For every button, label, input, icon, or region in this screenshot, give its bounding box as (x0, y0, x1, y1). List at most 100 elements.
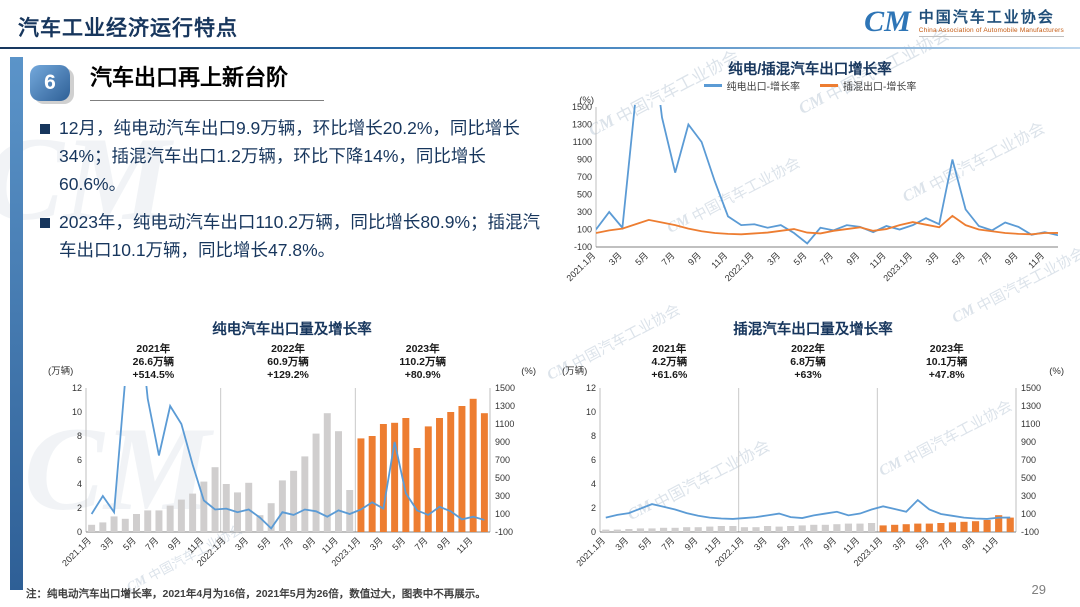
svg-text:0: 0 (77, 527, 82, 537)
svg-text:11月: 11月 (841, 535, 861, 555)
svg-text:9月: 9月 (1003, 250, 1020, 267)
svg-text:-100: -100 (1021, 527, 1039, 537)
svg-text:5月: 5月 (390, 535, 407, 552)
bullet-list: 12月，纯电动汽车出口9.9万辆，环比增长20.2%，同比增长34%；插混汽车出… (40, 114, 548, 274)
svg-text:700: 700 (1021, 455, 1036, 465)
logo-org-cn: 中国汽车工业协会 (918, 9, 1055, 26)
svg-text:-100: -100 (574, 242, 592, 252)
svg-text:5月: 5月 (950, 250, 967, 267)
svg-text:2021.1月: 2021.1月 (574, 535, 607, 568)
svg-text:9月: 9月 (166, 535, 183, 552)
svg-text:4: 4 (591, 479, 596, 489)
svg-text:5月: 5月 (633, 250, 650, 267)
svg-text:900: 900 (577, 155, 592, 165)
legend-label: 插混出口-增长率 (843, 82, 917, 93)
svg-text:11月: 11月 (1026, 250, 1046, 270)
svg-text:1500: 1500 (572, 102, 592, 112)
svg-text:1100: 1100 (573, 137, 592, 147)
svg-text:+47.8%: +47.8% (929, 369, 966, 381)
legend-item: 插混出口-增长率 (820, 78, 916, 93)
svg-text:2022年: 2022年 (791, 342, 825, 355)
chart-title: 纯电/插混汽车出口增长率 (728, 62, 892, 78)
svg-text:6.8万辆: 6.8万辆 (790, 355, 826, 368)
svg-text:10: 10 (586, 407, 596, 417)
footnote: 注：纯电动汽车出口增长率，2021年4月为16倍，2021年5月为26倍，数值过… (26, 588, 486, 600)
bullet-marker (40, 218, 50, 228)
chart-plot: 1500 1300 1100 900 700 500 300 100 -100 (%) 2021.1… (565, 95, 1058, 283)
svg-text:700: 700 (495, 455, 510, 465)
legend-swatch (703, 84, 722, 87)
svg-text:7月: 7月 (660, 250, 677, 267)
svg-text:3月: 3月 (752, 535, 769, 552)
svg-text:100: 100 (1021, 509, 1036, 519)
svg-text:900: 900 (1021, 437, 1036, 447)
svg-text:1100: 1100 (1021, 419, 1040, 429)
svg-text:2022.1月: 2022.1月 (723, 250, 756, 283)
svg-text:2021年: 2021年 (652, 342, 686, 355)
svg-text:3月: 3月 (765, 250, 782, 267)
svg-text:300: 300 (577, 207, 592, 217)
svg-text:9月: 9月 (844, 250, 861, 267)
svg-text:8: 8 (591, 431, 596, 441)
svg-text:12: 12 (586, 383, 596, 393)
svg-text:9月: 9月 (683, 535, 700, 552)
header-divider (0, 47, 1080, 49)
svg-text:11月: 11月 (455, 535, 475, 555)
section-title: 汽车出口再上新台阶 (90, 60, 325, 101)
svg-text:0: 0 (591, 527, 596, 537)
svg-text:+61.6%: +61.6% (651, 369, 688, 381)
svg-text:6: 6 (591, 455, 596, 465)
caam-logo-mark: CM (864, 4, 911, 38)
svg-text:5月: 5月 (775, 535, 792, 552)
legend-swatch (820, 84, 838, 87)
svg-text:2: 2 (77, 503, 82, 513)
svg-text:1300: 1300 (572, 120, 592, 130)
accent-bar (10, 57, 23, 590)
svg-text:7月: 7月 (937, 535, 954, 552)
svg-text:3月: 3月 (368, 535, 385, 552)
svg-text:2023年: 2023年 (930, 342, 964, 355)
svg-text:7月: 7月 (818, 250, 835, 267)
svg-text:2021.1月: 2021.1月 (60, 535, 93, 568)
svg-text:2021.1月: 2021.1月 (565, 250, 598, 283)
svg-text:26.6万辆: 26.6万辆 (133, 355, 175, 368)
svg-text:300: 300 (1021, 491, 1036, 501)
svg-text:500: 500 (1021, 473, 1036, 483)
svg-text:4: 4 (77, 479, 82, 489)
svg-text:100: 100 (495, 509, 510, 519)
svg-text:7月: 7月 (413, 535, 430, 552)
svg-text:5月: 5月 (636, 535, 653, 552)
svg-text:5月: 5月 (256, 535, 273, 552)
svg-text:8: 8 (77, 431, 82, 441)
svg-text:9月: 9月 (960, 535, 977, 552)
bullet-marker (40, 124, 50, 134)
svg-text:1100: 1100 (495, 419, 514, 429)
svg-text:(%): (%) (1049, 366, 1064, 377)
svg-text:900: 900 (495, 437, 510, 447)
bullet-text: 12月，纯电动汽车出口9.9万辆，环比增长20.2%，同比增长34%；插混汽车出… (59, 118, 520, 194)
svg-text:+129.2%: +129.2% (267, 369, 309, 381)
chart-phev-export-volume-growth: 插混汽车出口量及增长率 12 10 8 6 4 2 0 1500 1300 1100 900 700 5… (558, 318, 1068, 590)
svg-text:(万辆): (万辆) (562, 365, 587, 377)
logo-org-en: China Association of Automobile Manufact… (918, 27, 1064, 34)
svg-text:11月: 11月 (868, 250, 888, 270)
svg-text:+63%: +63% (794, 369, 822, 381)
svg-text:5月: 5月 (792, 250, 809, 267)
svg-text:+80.9%: +80.9% (405, 369, 442, 381)
svg-text:3月: 3月 (233, 535, 250, 552)
chart-plot: 12 10 8 6 4 2 0 1500 1300 1100 900 700 500 300 100 -100… (562, 342, 1064, 568)
bullet-item: 12月，纯电动汽车出口9.9万辆，环比增长20.2%，同比增长34%；插混汽车出… (40, 114, 548, 198)
page-title: 汽车工业经济运行特点 (18, 17, 238, 40)
svg-text:3月: 3月 (613, 535, 630, 552)
chart-ev-phev-export-growth: 纯电/插混汽车出口增长率 纯电出口-增长率 插混出口-增长率 1500 1300 11… (548, 58, 1072, 310)
svg-text:(%): (%) (521, 366, 536, 377)
section-number-badge: 6 (30, 65, 70, 101)
svg-text:3月: 3月 (607, 250, 624, 267)
svg-text:11月: 11月 (709, 250, 729, 270)
chart-title: 纯电汽车出口量及增长率 (212, 322, 372, 338)
svg-text:+514.5%: +514.5% (132, 369, 174, 381)
svg-text:11月: 11月 (980, 535, 1000, 555)
svg-text:2023.1月: 2023.1月 (881, 250, 914, 283)
svg-text:5月: 5月 (914, 535, 931, 552)
